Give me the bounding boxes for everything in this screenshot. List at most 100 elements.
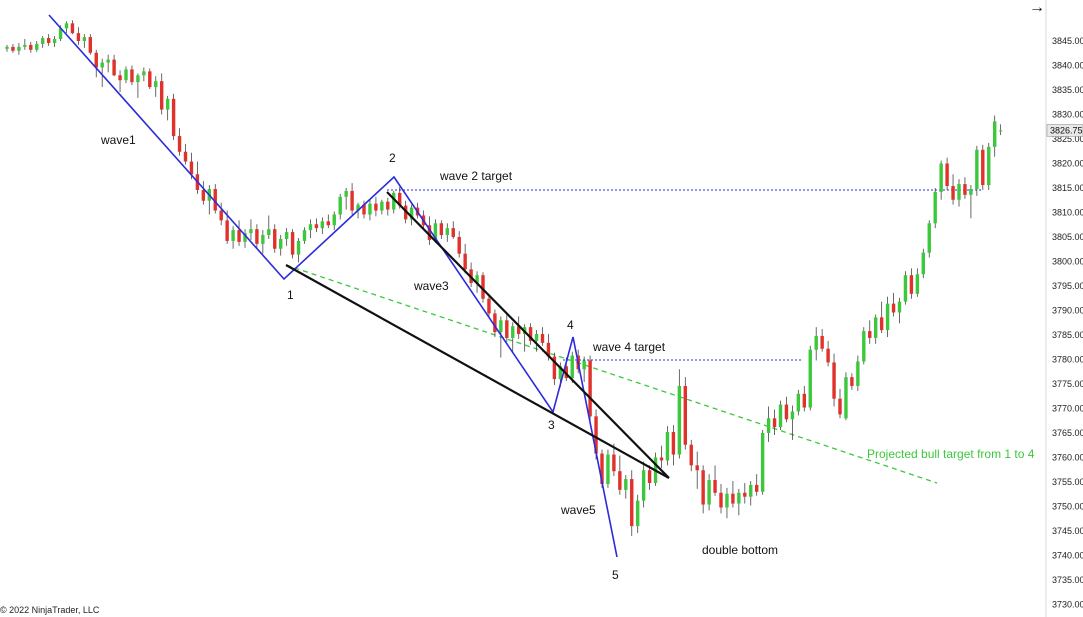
- candle: [641, 461, 646, 508]
- candle: [302, 227, 307, 244]
- candle-body: [903, 275, 908, 302]
- candle-body: [600, 453, 604, 484]
- candle: [255, 224, 259, 249]
- arrow-right-icon[interactable]: →: [1029, 0, 1045, 16]
- candle: [112, 54, 116, 77]
- candle: [267, 215, 271, 239]
- candle: [243, 229, 247, 248]
- candle: [213, 184, 217, 214]
- candle: [796, 389, 801, 416]
- candle: [998, 124, 1003, 136]
- candle-body: [630, 479, 634, 527]
- candle: [201, 181, 206, 205]
- wedge-lower-line[interactable]: [285, 264, 670, 479]
- candle-body: [124, 69, 128, 81]
- candle: [790, 405, 795, 440]
- annotations-layer: wave1 2 wave 2 target 1 wave3 4 wave 4 target 3…: [100, 133, 1035, 582]
- candle: [273, 224, 277, 253]
- price-tick-label: 3845.00: [1052, 36, 1083, 46]
- candle: [231, 226, 235, 249]
- candle: [195, 161, 200, 194]
- price-tick-label: 3780.00: [1052, 355, 1083, 365]
- candle-body: [284, 232, 289, 239]
- candle-body: [100, 62, 104, 68]
- candle-body: [868, 331, 872, 338]
- candle-body: [766, 418, 771, 433]
- candle: [522, 324, 527, 352]
- candle-body: [457, 237, 461, 254]
- candle: [683, 377, 687, 450]
- candle: [933, 188, 937, 229]
- candle-body: [76, 33, 81, 41]
- projected-bull-target-line[interactable]: [285, 264, 938, 484]
- candle-body: [981, 149, 985, 186]
- candle-body: [11, 46, 15, 51]
- candle-body: [933, 191, 937, 224]
- candle-body: [160, 81, 164, 110]
- candle: [778, 400, 783, 431]
- price-tick-label: 3795.00: [1052, 281, 1083, 291]
- candle-body: [386, 201, 390, 210]
- candle: [659, 445, 664, 469]
- candle-body: [213, 188, 217, 211]
- candle: [624, 475, 628, 499]
- elliott-wave-line[interactable]: [48, 14, 618, 558]
- price-axis[interactable]: 3845.00 3840.00 3835.00 3830.00 3825.00 3820.…: [1046, 36, 1083, 610]
- candle: [487, 293, 491, 319]
- chart-annotation: 5: [612, 568, 619, 582]
- candle: [130, 65, 134, 86]
- candle-body: [463, 253, 467, 270]
- price-tick-label: 3755.00: [1052, 477, 1083, 487]
- candle: [975, 145, 979, 196]
- candle-body: [290, 232, 295, 255]
- candle-body: [879, 317, 884, 331]
- price-tick-label: 3730.00: [1052, 600, 1083, 610]
- candle-body: [165, 98, 170, 110]
- candle-body: [998, 130, 1003, 132]
- candle: [11, 43, 15, 53]
- candle: [903, 271, 908, 305]
- candle-body: [612, 454, 616, 472]
- chart-annotation: 1: [287, 288, 294, 302]
- candle-body: [403, 205, 408, 220]
- candle: [76, 27, 81, 45]
- candle: [136, 73, 140, 98]
- candle: [100, 58, 104, 88]
- wedge-upper-line[interactable]: [386, 191, 670, 479]
- candle: [41, 36, 45, 48]
- candle-body: [814, 335, 818, 350]
- candle-body: [344, 190, 348, 197]
- candle-body: [380, 201, 384, 211]
- candle: [671, 425, 676, 466]
- candle-body: [844, 377, 848, 419]
- candle-body: [546, 342, 551, 357]
- candle: [88, 34, 92, 55]
- price-tick-label: 3765.00: [1052, 428, 1083, 438]
- candle-body: [594, 416, 598, 454]
- candle: [945, 157, 949, 190]
- candle: [332, 211, 336, 231]
- candle-body: [969, 188, 973, 195]
- candle-body: [58, 28, 63, 40]
- price-tick-label: 3830.00: [1052, 110, 1083, 120]
- price-tick-label: 3810.00: [1052, 208, 1083, 218]
- candle-body: [171, 98, 176, 137]
- candle: [939, 160, 943, 200]
- candle: [171, 93, 176, 140]
- candle-body: [874, 317, 878, 338]
- candle: [826, 340, 830, 367]
- candle-body: [624, 479, 628, 490]
- candle-body: [46, 38, 51, 43]
- candle: [957, 179, 961, 207]
- candle-body: [826, 348, 830, 363]
- candle-body: [683, 385, 687, 445]
- candle-body: [302, 230, 307, 241]
- candle: [570, 351, 574, 384]
- candle: [183, 143, 188, 165]
- candle-body: [534, 334, 539, 341]
- candle-body: [641, 470, 646, 501]
- candle: [279, 235, 283, 256]
- candle-body: [993, 121, 997, 147]
- candle: [481, 272, 485, 303]
- candle: [350, 183, 354, 215]
